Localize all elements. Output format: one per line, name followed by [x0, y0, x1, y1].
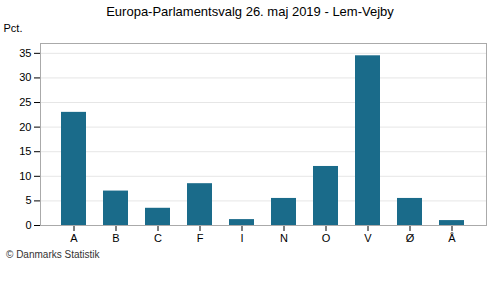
- svg-text:Ø: Ø: [406, 232, 415, 244]
- svg-text:F: F: [197, 232, 204, 244]
- html-text:Europa-Parlamentsvalg 26. maj: Europa-Parlamentsvalg 26. maj 2019 - Lem…: [106, 4, 394, 19]
- svg-text:0: 0: [25, 219, 31, 231]
- svg-text:5: 5: [25, 194, 31, 206]
- svg-text:A: A: [70, 232, 78, 244]
- svg-text:Pct.: Pct.: [4, 22, 23, 34]
- svg-text:C: C: [154, 232, 162, 244]
- svg-text:V: V: [364, 232, 372, 244]
- svg-text:35: 35: [19, 47, 31, 59]
- svg-text:I: I: [240, 232, 243, 244]
- svg-text:30: 30: [19, 71, 31, 83]
- svg-text:B: B: [112, 232, 119, 244]
- svg-text:20: 20: [19, 121, 31, 133]
- svg-text:O: O: [322, 232, 331, 244]
- svg-text:10: 10: [19, 170, 31, 182]
- svg-text:Å: Å: [448, 232, 456, 244]
- svg-text:N: N: [280, 232, 288, 244]
- svg-text:25: 25: [19, 96, 31, 108]
- svg-text:15: 15: [19, 145, 31, 157]
- html-text:© Danmarks Statistik: © Danmarks Statistik: [6, 249, 100, 260]
